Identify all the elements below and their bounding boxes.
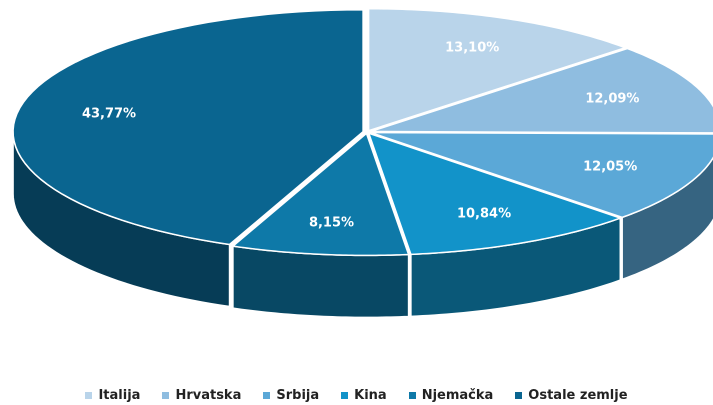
- slice: [370, 131, 713, 219]
- walls: [12, 131, 713, 319]
- legend-item: Kina: [341, 388, 387, 403]
- legend-label: Njemačka: [421, 388, 494, 403]
- legend-item: Srbija: [263, 388, 319, 403]
- legend-item: Hrvatska: [162, 388, 241, 403]
- slice: [367, 7, 628, 132]
- slice-label: 13,10%: [445, 40, 499, 55]
- legend-label: Ostale zemlje: [528, 388, 628, 403]
- legend-label: Srbija: [276, 388, 320, 403]
- slice-label: 8,15%: [309, 215, 354, 230]
- slice: [367, 132, 623, 256]
- legend-item: Njemačka: [408, 388, 494, 403]
- legend-swatch: [515, 392, 523, 399]
- legend-label: Kina: [354, 388, 387, 403]
- slice: [231, 132, 410, 257]
- legend-swatch: [85, 392, 93, 399]
- legend-swatch: [341, 392, 349, 399]
- tops: [12, 7, 713, 257]
- legend-label: Hrvatska: [175, 388, 242, 403]
- slice: [370, 47, 713, 134]
- slice-label: 12,09%: [585, 92, 639, 107]
- legend-swatch: [408, 392, 416, 399]
- chart: 13,10% 12,09% 12,05% 10,84% 8,15% 43,77%: [12, 7, 713, 319]
- slice-label: 43,77%: [82, 107, 136, 122]
- slice-label: 12,05%: [583, 159, 637, 174]
- legend-label: Italija: [98, 388, 141, 403]
- legend: Italija Hrvatska Srbija Kina Njemačka Ostale …: [0, 388, 713, 403]
- legend-item: Italija: [85, 388, 140, 403]
- legend-swatch: [263, 392, 271, 399]
- slice: [12, 8, 364, 246]
- legend-swatch: [162, 392, 170, 399]
- slice-label: 10,84%: [457, 207, 511, 222]
- legend-item: Ostale zemlje: [515, 388, 628, 403]
- slice-side: [232, 245, 410, 319]
